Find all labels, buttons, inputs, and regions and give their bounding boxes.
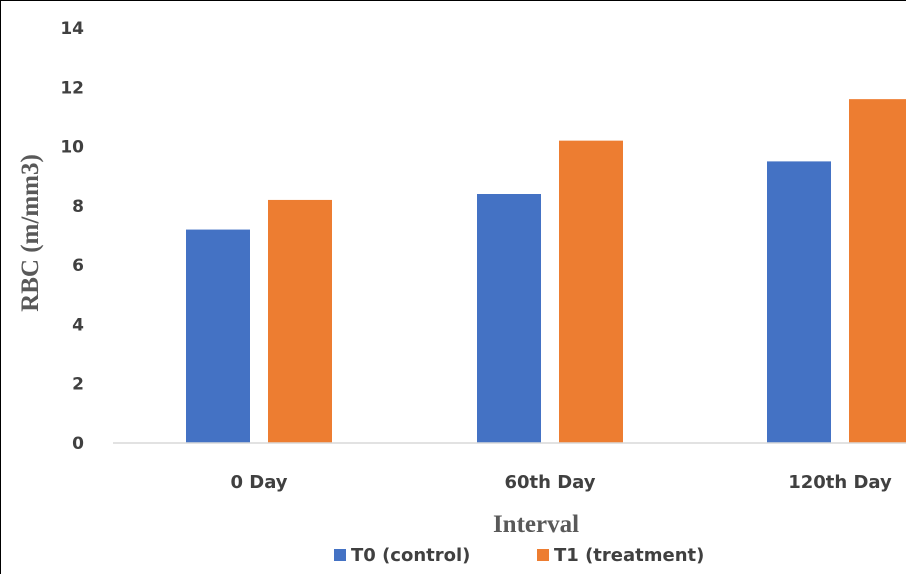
- legend: T0 (control) T1 (treatment): [334, 545, 704, 566]
- x-category-label: 120th Day: [788, 472, 892, 493]
- x-axis-title: Interval: [493, 511, 579, 538]
- legend-swatch-t1: [537, 549, 549, 561]
- y-tick-label: 10: [60, 138, 84, 158]
- y-tick-label: 4: [72, 315, 84, 335]
- y-tick-label: 0: [72, 434, 84, 454]
- x-category-label: 60th Day: [504, 472, 595, 493]
- bar-t0: [477, 194, 541, 443]
- y-axis-ticks: 0 2 4 6 8 10 12 14: [60, 19, 84, 454]
- x-axis-ticks: 0 Day 60th Day 120th Day: [230, 472, 892, 493]
- legend-label-t1: T1 (treatment): [554, 545, 704, 566]
- y-tick-label: 12: [60, 78, 84, 98]
- y-axis-title: RBC (m/mm3): [17, 154, 44, 312]
- bar-t0: [767, 161, 831, 443]
- legend-swatch-t0: [334, 549, 346, 561]
- x-category-label: 0 Day: [230, 472, 287, 493]
- y-tick-label: 8: [72, 197, 84, 217]
- bars: [186, 99, 906, 444]
- legend-label-t0: T0 (control): [351, 545, 470, 566]
- bar-t0: [186, 229, 250, 443]
- y-tick-label: 14: [60, 19, 84, 39]
- y-tick-label: 2: [72, 375, 84, 395]
- bar-t1: [849, 99, 906, 444]
- y-tick-label: 6: [72, 256, 84, 276]
- bar-t1: [559, 140, 623, 443]
- bar-t1: [268, 199, 332, 443]
